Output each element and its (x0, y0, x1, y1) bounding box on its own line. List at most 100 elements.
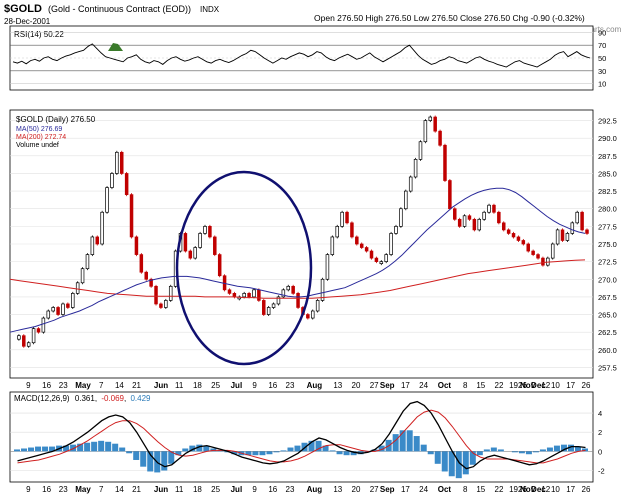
price-candle (482, 211, 486, 220)
price-candle (575, 211, 579, 224)
price-tick-label: 257.5 (598, 363, 617, 372)
x-axis-tick-label: 12 (541, 381, 550, 390)
price-tick-label: 285.0 (598, 169, 617, 178)
price-candle (550, 243, 555, 259)
macd-histogram-bar (476, 451, 483, 456)
price-candle (262, 300, 266, 315)
macd-histogram-bar (126, 451, 133, 454)
x-axis-tick-label: 8 (463, 485, 468, 494)
price-candle (580, 211, 584, 231)
macd-histogram-bar (105, 441, 112, 452)
price-tick-label: 270.0 (598, 275, 617, 284)
macd-histogram-bar (77, 443, 84, 452)
price-candle (129, 194, 134, 238)
price-candle (164, 300, 168, 308)
x-axis-tick-label: 20 (352, 381, 361, 390)
price-candle (320, 278, 325, 301)
price-tick-label: 290.0 (598, 134, 617, 143)
price-candle (232, 293, 237, 298)
x-axis-tick-label: Nov (520, 485, 536, 494)
macd-histogram-bar (182, 448, 189, 452)
price-candle (242, 293, 246, 298)
macd-tick-label: 2 (598, 428, 602, 437)
x-axis-tick-label: 26 (582, 381, 591, 390)
x-axis-tick-label: 23 (59, 485, 68, 494)
price-candle (511, 233, 516, 238)
price-candle (46, 310, 51, 319)
price-candle (492, 204, 496, 213)
price-candle (124, 173, 129, 195)
price-tick-label: 287.5 (598, 152, 617, 161)
price-tick-label: 282.5 (598, 187, 617, 196)
x-axis-tick-label: 14 (115, 381, 124, 390)
macd-histogram-bar (42, 446, 49, 452)
price-tick-label: 280.0 (598, 205, 617, 214)
macd-histogram-bar (28, 447, 35, 452)
x-axis-tick-label: 13 (333, 485, 342, 494)
x-axis-tick-label: 1926 (509, 485, 527, 494)
x-axis-tick-label: 24 (419, 485, 428, 494)
macd-histogram-bar (147, 451, 154, 472)
ma200-line (9, 259, 586, 299)
x-axis-tick-label: Sep (380, 485, 395, 494)
macd-histogram-bar (133, 451, 140, 460)
macd-histogram-bar (280, 450, 287, 452)
macd-histogram-bar (497, 449, 504, 452)
x-axis-tick-label: Dec (531, 485, 546, 494)
macd-histogram-bar (427, 451, 434, 455)
price-candle (110, 173, 114, 188)
price-candle (404, 190, 408, 210)
macd-histogram-bar (140, 451, 147, 467)
x-axis-tick-label: 7 (99, 485, 104, 494)
price-tick-label: 275.0 (598, 240, 617, 249)
macd-signal-line (17, 409, 586, 464)
macd-histogram-bar (581, 448, 588, 452)
x-axis-tick-label: Nov (520, 381, 536, 390)
price-tick-label: 272.5 (598, 258, 617, 267)
macd-histogram-bar (413, 436, 420, 452)
price-candle (506, 229, 511, 234)
x-axis-tick-label: 14 (115, 485, 124, 494)
header-quote: Open 276.50 High 276.50 Low 276.50 Close… (314, 13, 585, 23)
x-axis-tick-label: 21 (132, 485, 141, 494)
macd-panel (9, 391, 594, 483)
header-description: (Gold - Continuous Contract (EOD)) (48, 4, 191, 14)
ma50-line (9, 187, 586, 333)
price-candle (149, 278, 153, 287)
price-candle (462, 215, 467, 227)
x-axis-tick-label: 7 (99, 381, 104, 390)
x-axis-tick-label: 25 (211, 485, 220, 494)
x-axis-tick-label: 11 (175, 485, 184, 494)
macd-tick-label: 0 (598, 447, 602, 456)
price-candle (80, 268, 85, 284)
price-candle (350, 222, 354, 238)
price-candle (159, 303, 163, 308)
price-tick-label: 265.0 (598, 311, 617, 320)
macd-histogram-bar (112, 443, 119, 452)
price-candle (36, 328, 41, 333)
macd-histogram-bar (539, 449, 546, 452)
price-candle (90, 236, 95, 255)
x-axis-tick-label: 21 (132, 381, 141, 390)
price-candle (276, 296, 281, 305)
macd-histogram-bar (294, 445, 301, 452)
price-candle (252, 289, 256, 298)
x-axis-tick-label: 20 (352, 485, 361, 494)
x-axis-tick-label: 16 (268, 485, 277, 494)
price-tick-label: 267.5 (598, 293, 617, 302)
macd-tick-label: 4 (598, 409, 602, 418)
price-candle (281, 289, 286, 298)
price-candle (291, 285, 295, 294)
x-axis-tick-label: 18 (193, 485, 202, 494)
macd-histogram-bar (301, 442, 308, 452)
price-candle (335, 226, 339, 238)
macd-histogram-bar (546, 447, 553, 452)
x-axis-tick-label: 9 (252, 381, 257, 390)
macd-label-prefix: MACD(12,26,9) (14, 394, 70, 403)
x-axis-tick-label: Sep (380, 381, 395, 390)
price-candle (183, 233, 188, 252)
price-candle (213, 236, 217, 255)
macd-histogram-bar (84, 442, 91, 452)
price-candle (271, 303, 276, 308)
x-axis-tick-label: 27 (370, 381, 379, 390)
